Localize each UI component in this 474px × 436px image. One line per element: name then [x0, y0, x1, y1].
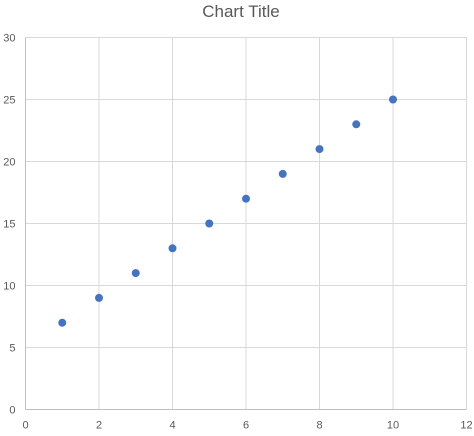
chart-title: Chart Title: [202, 2, 279, 21]
x-tick-label: 8: [316, 420, 322, 432]
x-tick-label: 0: [22, 420, 28, 432]
data-point: [242, 194, 250, 203]
x-tick-label: 6: [243, 420, 249, 432]
data-point: [315, 145, 324, 154]
data-point: [352, 120, 361, 129]
y-tick-label: 20: [3, 157, 15, 169]
data-point: [131, 269, 140, 278]
data-points: [58, 95, 397, 327]
gridlines: [25, 37, 467, 410]
data-point: [205, 219, 214, 228]
data-point: [58, 318, 67, 327]
y-tick-label: 30: [3, 33, 15, 45]
x-tick-label: 4: [169, 420, 175, 432]
x-tick-label: 10: [387, 420, 399, 432]
tick-labels: 0 5 10 15 20 25 30 0 2 4 6 8 10 12: [3, 33, 472, 432]
data-point: [389, 95, 397, 104]
y-tick-label: 0: [9, 405, 15, 417]
data-point: [278, 169, 287, 178]
x-tick-label: 12: [460, 420, 472, 432]
data-point: [95, 293, 103, 302]
y-tick-label: 10: [3, 281, 15, 293]
y-tick-label: 5: [9, 343, 15, 355]
axes: [25, 37, 467, 410]
y-tick-label: 15: [3, 219, 15, 231]
x-tick-label: 2: [96, 420, 102, 432]
y-tick-label: 25: [3, 95, 15, 107]
data-point: [168, 244, 177, 253]
